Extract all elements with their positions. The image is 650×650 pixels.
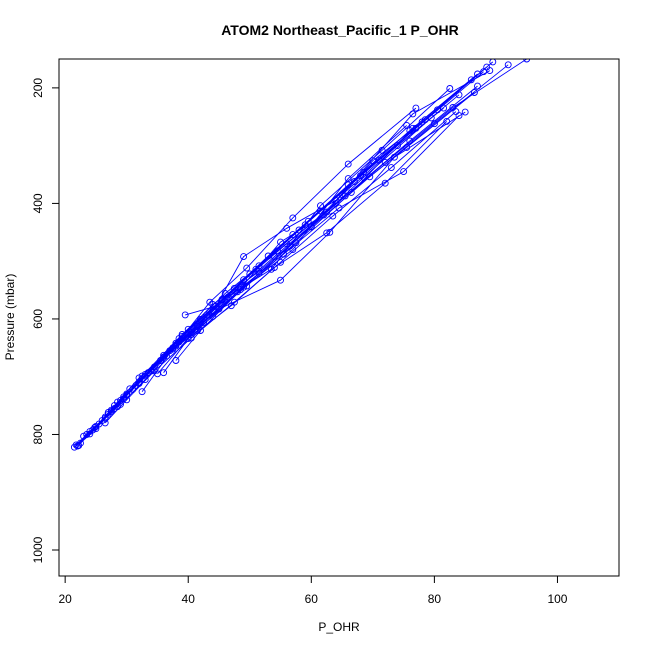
data-point xyxy=(360,173,368,181)
series-line xyxy=(157,115,460,375)
data-point xyxy=(489,59,497,66)
data-point xyxy=(390,153,398,161)
data-point xyxy=(523,59,531,63)
data-point xyxy=(70,443,78,451)
data-point xyxy=(443,117,451,125)
x-axis: 20 40 60 80 100 xyxy=(58,575,568,606)
data-point xyxy=(344,175,352,183)
data-point xyxy=(455,112,463,120)
data-point xyxy=(270,264,278,271)
series-18 xyxy=(160,117,451,377)
data-point xyxy=(135,380,143,388)
y-tick-label: 1000 xyxy=(31,536,45,563)
data-point xyxy=(75,442,83,449)
data-point xyxy=(184,335,192,343)
data-point xyxy=(332,197,340,204)
data-point xyxy=(434,106,441,114)
data-point xyxy=(240,283,248,291)
data-point xyxy=(381,179,389,187)
plot-area xyxy=(70,59,531,451)
data-point xyxy=(277,276,284,284)
y-axis-label: Pressure (mbar) xyxy=(3,274,17,361)
series-21 xyxy=(172,104,420,349)
data-point xyxy=(227,302,235,310)
data-point xyxy=(440,104,448,112)
data-point xyxy=(92,422,100,430)
series-line xyxy=(175,125,408,361)
y-tick-label: 200 xyxy=(31,78,45,98)
data-point xyxy=(403,121,411,129)
data-point xyxy=(430,120,438,128)
x-tick-label: 80 xyxy=(428,592,442,606)
data-point xyxy=(323,229,331,237)
data-point xyxy=(107,406,115,414)
series-line xyxy=(175,107,417,346)
x-tick-label: 20 xyxy=(58,592,72,606)
data-point xyxy=(289,246,297,254)
chart-title: ATOM2 Northeast_Pacific_1 P_OHR xyxy=(221,22,459,38)
data-point xyxy=(227,291,235,299)
series-19 xyxy=(172,121,411,364)
series-20 xyxy=(181,67,494,319)
data-point xyxy=(369,157,377,165)
data-point xyxy=(86,430,94,438)
data-point xyxy=(264,252,272,260)
data-point xyxy=(91,424,99,431)
data-point xyxy=(160,369,168,377)
x-tick-label: 40 xyxy=(182,592,196,606)
data-point xyxy=(172,341,180,349)
data-point xyxy=(212,302,220,310)
data-point xyxy=(181,311,189,319)
data-point xyxy=(504,61,512,69)
data-point xyxy=(387,164,395,172)
y-axis: 200 400 600 800 1000 xyxy=(31,78,60,563)
series-line xyxy=(141,111,466,392)
data-point xyxy=(470,89,478,96)
data-point xyxy=(335,204,343,212)
data-point xyxy=(101,419,109,427)
data-point xyxy=(409,124,417,132)
data-point xyxy=(277,238,284,246)
data-point xyxy=(240,253,248,261)
data-point xyxy=(172,357,180,364)
y-tick-label: 400 xyxy=(31,193,45,213)
data-point xyxy=(344,160,352,168)
data-point xyxy=(289,214,297,222)
x-tick-label: 100 xyxy=(547,592,567,606)
series-line xyxy=(163,121,448,373)
data-point xyxy=(412,104,420,112)
y-tick-label: 600 xyxy=(31,309,45,329)
data-point xyxy=(203,311,211,319)
series-line xyxy=(138,109,438,384)
data-point xyxy=(461,108,469,116)
data-point xyxy=(117,396,124,404)
y-tick-label: 800 xyxy=(31,424,45,444)
data-point xyxy=(455,91,463,99)
data-point xyxy=(138,388,146,396)
x-axis-label: P_OHR xyxy=(318,620,360,634)
data-point xyxy=(486,67,494,75)
x-tick-label: 60 xyxy=(305,592,319,606)
data-point xyxy=(234,288,241,296)
series-line xyxy=(185,70,491,316)
data-point xyxy=(320,211,328,219)
data-point xyxy=(307,223,315,230)
data-point xyxy=(289,231,297,239)
data-point xyxy=(400,168,408,176)
data-point xyxy=(138,375,146,383)
data-point xyxy=(200,318,208,326)
data-point xyxy=(206,298,214,306)
data-point xyxy=(394,142,401,150)
data-point xyxy=(474,70,481,78)
data-point xyxy=(243,264,251,272)
data-point xyxy=(197,327,204,334)
data-point xyxy=(184,325,192,333)
data-point xyxy=(446,85,454,92)
